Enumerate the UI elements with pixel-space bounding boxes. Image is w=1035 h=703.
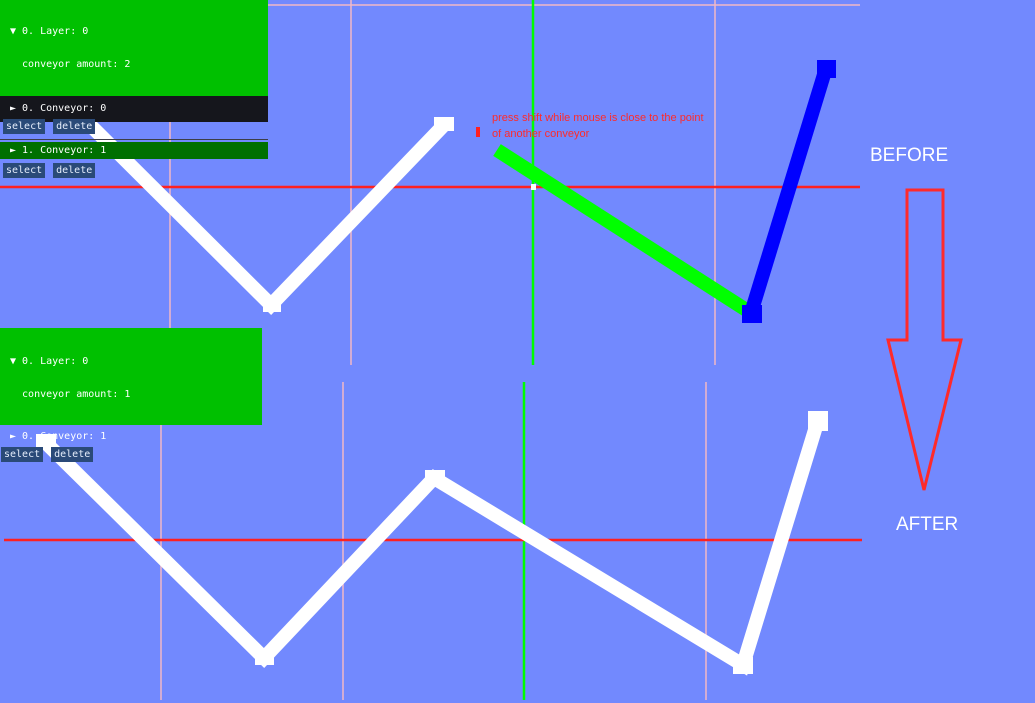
- conveyor-blue[interactable]: [744, 65, 833, 316]
- before-conveyors: [70, 60, 836, 323]
- conveyor-point[interactable]: [255, 651, 274, 665]
- mouse-cursor-marker: [476, 127, 480, 137]
- conveyor-amount: conveyor amount: 2: [10, 59, 131, 70]
- conveyor-buttons: select delete: [0, 117, 268, 135]
- before-label: BEFORE: [870, 145, 949, 166]
- down-arrow-icon: [886, 188, 963, 491]
- conveyor-tree-node[interactable]: ► 0. Conveyor: 0: [10, 103, 107, 114]
- origin-marker: [531, 184, 536, 190]
- hint-annotation: press shift while mouse is close to the …: [492, 112, 704, 140]
- delete-button[interactable]: delete: [53, 162, 96, 178]
- layer-panel-after: ▼ 0. Layer: 0 conveyor amount: 1 ► 0. Co…: [0, 328, 262, 462]
- select-button[interactable]: select: [3, 118, 46, 134]
- delete-button[interactable]: delete: [51, 446, 94, 462]
- conveyor-point[interactable]: [808, 411, 828, 431]
- conveyor-point[interactable]: [817, 60, 836, 78]
- layer-panel-before: ▼ 0. Layer: 0 conveyor amount: 2 ► 0. Co…: [0, 0, 268, 178]
- layer-title: ▼ 0. Layer: 0: [10, 26, 89, 37]
- conveyor-green[interactable]: [493, 144, 755, 319]
- conveyor-buttons: select delete: [0, 161, 268, 179]
- conveyor-buttons: select delete: [0, 445, 262, 463]
- conveyor-tree-node[interactable]: ► 0. Conveyor: 1: [10, 431, 107, 442]
- layer-header[interactable]: ▼ 0. Layer: 0 conveyor amount: 1: [0, 328, 262, 425]
- conveyor-point[interactable]: [733, 657, 753, 674]
- after-conveyors: [36, 411, 828, 676]
- after-label: AFTER: [896, 514, 959, 535]
- conveyor-tree-node-selected[interactable]: ► 1. Conveyor: 1: [0, 142, 268, 159]
- select-button[interactable]: select: [1, 446, 44, 462]
- conveyor-point[interactable]: [434, 117, 454, 131]
- layer-header[interactable]: ▼ 0. Layer: 0 conveyor amount: 2: [0, 0, 268, 96]
- layer-title: ▼ 0. Layer: 0: [10, 356, 89, 367]
- delete-button[interactable]: delete: [53, 118, 96, 134]
- select-button[interactable]: select: [3, 162, 46, 178]
- conveyor-point[interactable]: [425, 470, 445, 486]
- conveyor-point[interactable]: [263, 298, 281, 312]
- divider: [0, 139, 268, 140]
- conveyor-amount: conveyor amount: 1: [10, 389, 131, 400]
- conveyor-point[interactable]: [36, 434, 56, 450]
